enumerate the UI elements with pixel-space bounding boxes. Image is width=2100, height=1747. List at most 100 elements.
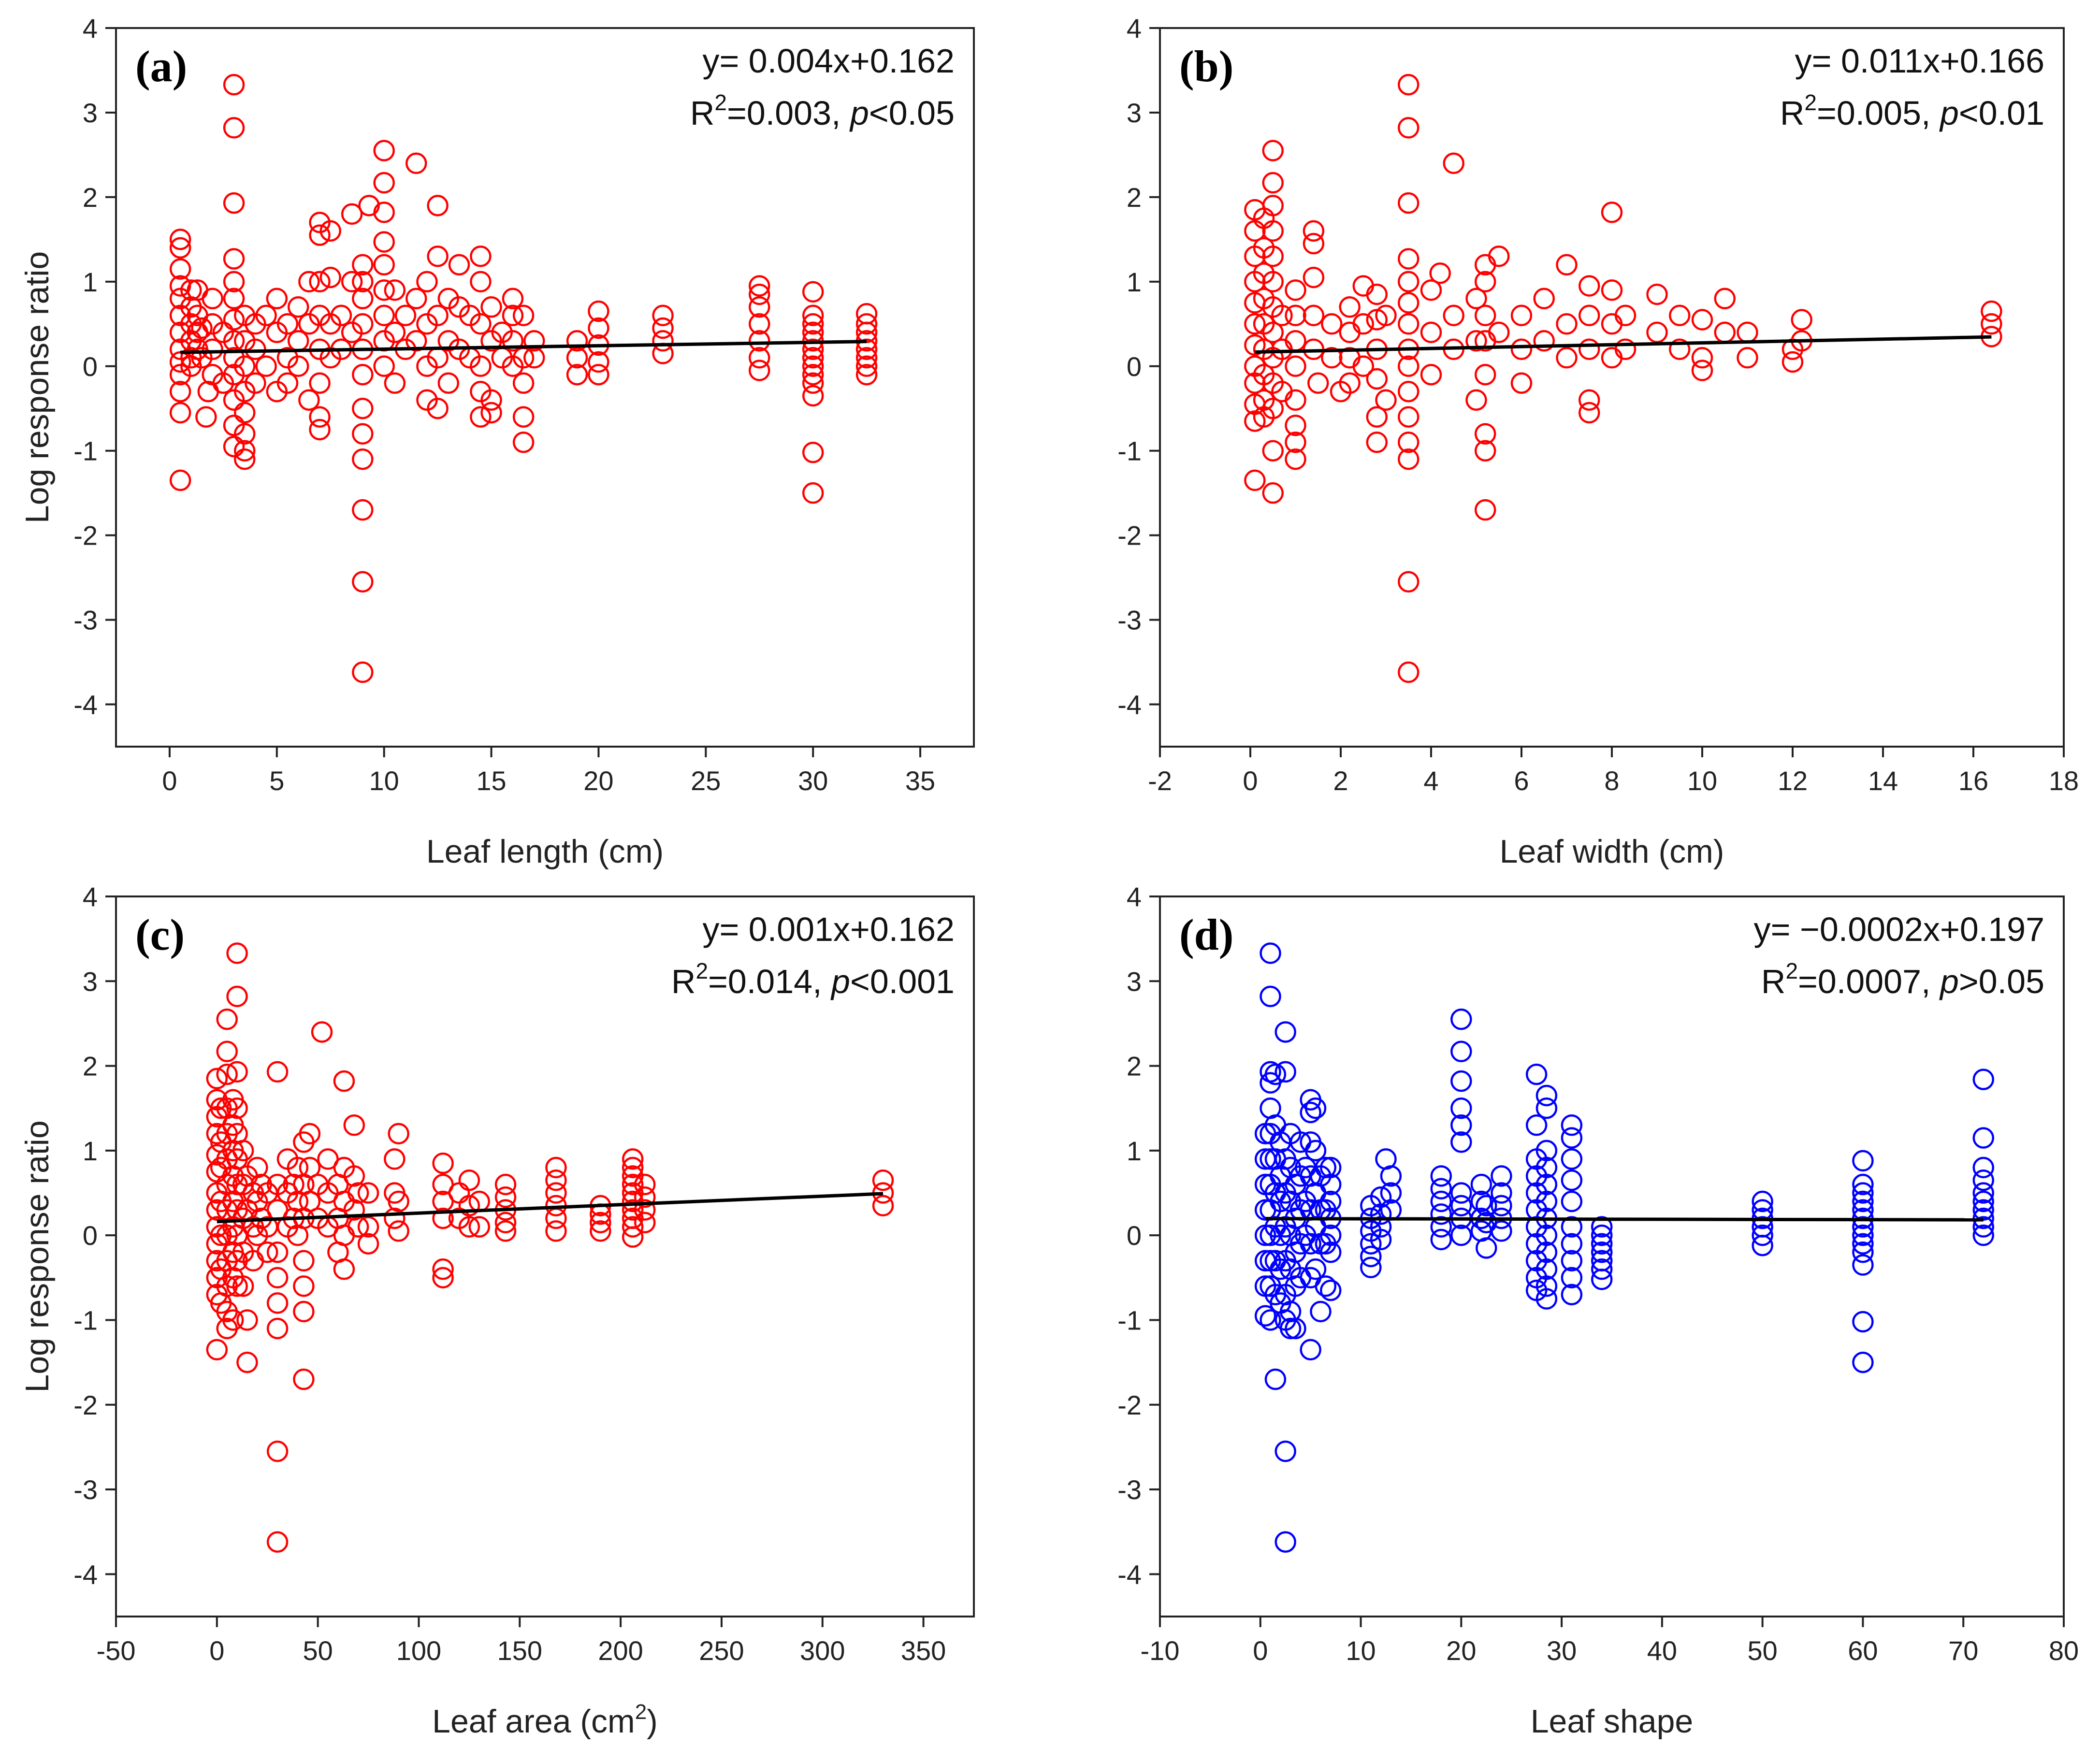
data-point bbox=[266, 1241, 289, 1263]
data-point bbox=[1366, 431, 1388, 453]
data-point bbox=[1591, 1241, 1613, 1263]
data-point bbox=[373, 172, 395, 194]
data-point bbox=[347, 1182, 369, 1204]
data-point bbox=[432, 1152, 454, 1174]
data-point bbox=[341, 321, 363, 344]
data-point bbox=[1285, 431, 1306, 453]
data-point bbox=[1300, 1101, 1321, 1124]
data-point bbox=[1465, 288, 1487, 310]
data-point bbox=[352, 313, 374, 335]
data-point bbox=[309, 224, 331, 246]
data-point bbox=[266, 1317, 289, 1340]
data-point bbox=[855, 313, 878, 335]
x-axis-label: Leaf width (cm) bbox=[1500, 833, 1724, 870]
x-axis-label: Leaf shape bbox=[1531, 1703, 1694, 1740]
data-point bbox=[266, 1267, 289, 1289]
data-point bbox=[206, 1339, 228, 1361]
x-tick-label: 0 bbox=[209, 1635, 224, 1666]
data-point bbox=[1304, 1097, 1327, 1119]
data-point bbox=[169, 380, 191, 403]
x-tick-label: 60 bbox=[1848, 1635, 1878, 1666]
data-point bbox=[216, 1063, 238, 1085]
data-point bbox=[1852, 1241, 1874, 1263]
x-tick-label: 50 bbox=[1748, 1635, 1778, 1666]
p-value: <0.05 bbox=[869, 94, 955, 132]
data-point bbox=[333, 1070, 355, 1092]
data-point bbox=[588, 351, 609, 373]
data-point bbox=[432, 1207, 454, 1229]
data-point bbox=[1591, 1258, 1613, 1280]
data-point bbox=[1319, 1241, 1342, 1263]
data-point bbox=[458, 1169, 480, 1191]
data-point bbox=[266, 1531, 289, 1553]
data-point bbox=[1470, 1190, 1492, 1213]
data-point bbox=[223, 73, 245, 96]
data-point bbox=[1488, 321, 1510, 344]
data-point bbox=[1852, 1311, 1874, 1333]
data-point bbox=[459, 304, 481, 327]
r2-p-value: R2=0.005, p<0.01 bbox=[1780, 90, 2044, 132]
data-point bbox=[1614, 304, 1637, 327]
data-point bbox=[1488, 245, 1510, 267]
data-point bbox=[1852, 1190, 1874, 1213]
data-point bbox=[1366, 406, 1388, 428]
p-value: <0.01 bbox=[1959, 94, 2044, 132]
data-point bbox=[1561, 1250, 1583, 1272]
data-point bbox=[298, 389, 320, 411]
scatter-points bbox=[1254, 942, 1995, 1553]
y-tick-label: 4 bbox=[83, 13, 98, 43]
x-tick-label: 300 bbox=[800, 1635, 845, 1666]
data-point bbox=[1535, 1258, 1558, 1280]
data-point bbox=[1360, 1233, 1382, 1255]
r2-p-value: R2=0.003, p<0.05 bbox=[690, 90, 955, 132]
data-point bbox=[1852, 1254, 1874, 1276]
data-point bbox=[749, 313, 770, 335]
data-point bbox=[1981, 313, 2002, 335]
data-point bbox=[1430, 1178, 1452, 1200]
data-point bbox=[223, 271, 245, 293]
data-point bbox=[1601, 313, 1623, 335]
data-point bbox=[512, 372, 535, 394]
data-point bbox=[448, 296, 470, 318]
data-point bbox=[1285, 355, 1306, 377]
x-axis-label: Leaf area (cm2) bbox=[432, 1700, 658, 1740]
x-tick-label: 20 bbox=[1446, 1635, 1476, 1666]
data-point bbox=[373, 202, 395, 223]
data-point bbox=[357, 1182, 379, 1204]
data-point bbox=[1380, 1165, 1402, 1187]
r2-p-value: R2=0.0007, p>0.05 bbox=[1761, 958, 2044, 1000]
y-tick-label: 0 bbox=[1127, 1220, 1142, 1251]
data-point bbox=[276, 313, 299, 335]
data-point bbox=[384, 321, 406, 344]
y-tick-label: -2 bbox=[73, 1390, 98, 1420]
data-point bbox=[622, 1216, 644, 1238]
data-point bbox=[191, 317, 213, 339]
data-point bbox=[394, 304, 417, 327]
x-tick-label: 35 bbox=[905, 765, 935, 796]
data-point bbox=[622, 1226, 644, 1248]
data-point bbox=[802, 482, 824, 504]
data-point bbox=[287, 296, 309, 318]
data-point bbox=[195, 406, 217, 428]
data-point bbox=[1474, 423, 1496, 445]
x-tick-label: -10 bbox=[1141, 1635, 1180, 1666]
data-point bbox=[1398, 355, 1419, 377]
data-point bbox=[384, 1148, 406, 1170]
data-point bbox=[1450, 1008, 1472, 1030]
data-point bbox=[1476, 1237, 1497, 1259]
data-point bbox=[1474, 499, 1496, 521]
panel-label: (b) bbox=[1179, 42, 1233, 91]
data-point bbox=[470, 245, 492, 267]
x-axis-label-text: Leaf shape bbox=[1531, 1703, 1694, 1740]
data-point bbox=[1274, 1440, 1296, 1462]
data-point bbox=[1285, 389, 1306, 411]
y-tick-label: 3 bbox=[1127, 98, 1142, 128]
data-point bbox=[319, 220, 341, 242]
data-point bbox=[1398, 571, 1419, 593]
data-point bbox=[202, 364, 223, 386]
data-point bbox=[652, 343, 674, 364]
data-point bbox=[309, 372, 331, 394]
r2-superscript: 2 bbox=[1785, 958, 1798, 983]
data-point bbox=[352, 271, 374, 293]
data-point bbox=[749, 330, 770, 352]
